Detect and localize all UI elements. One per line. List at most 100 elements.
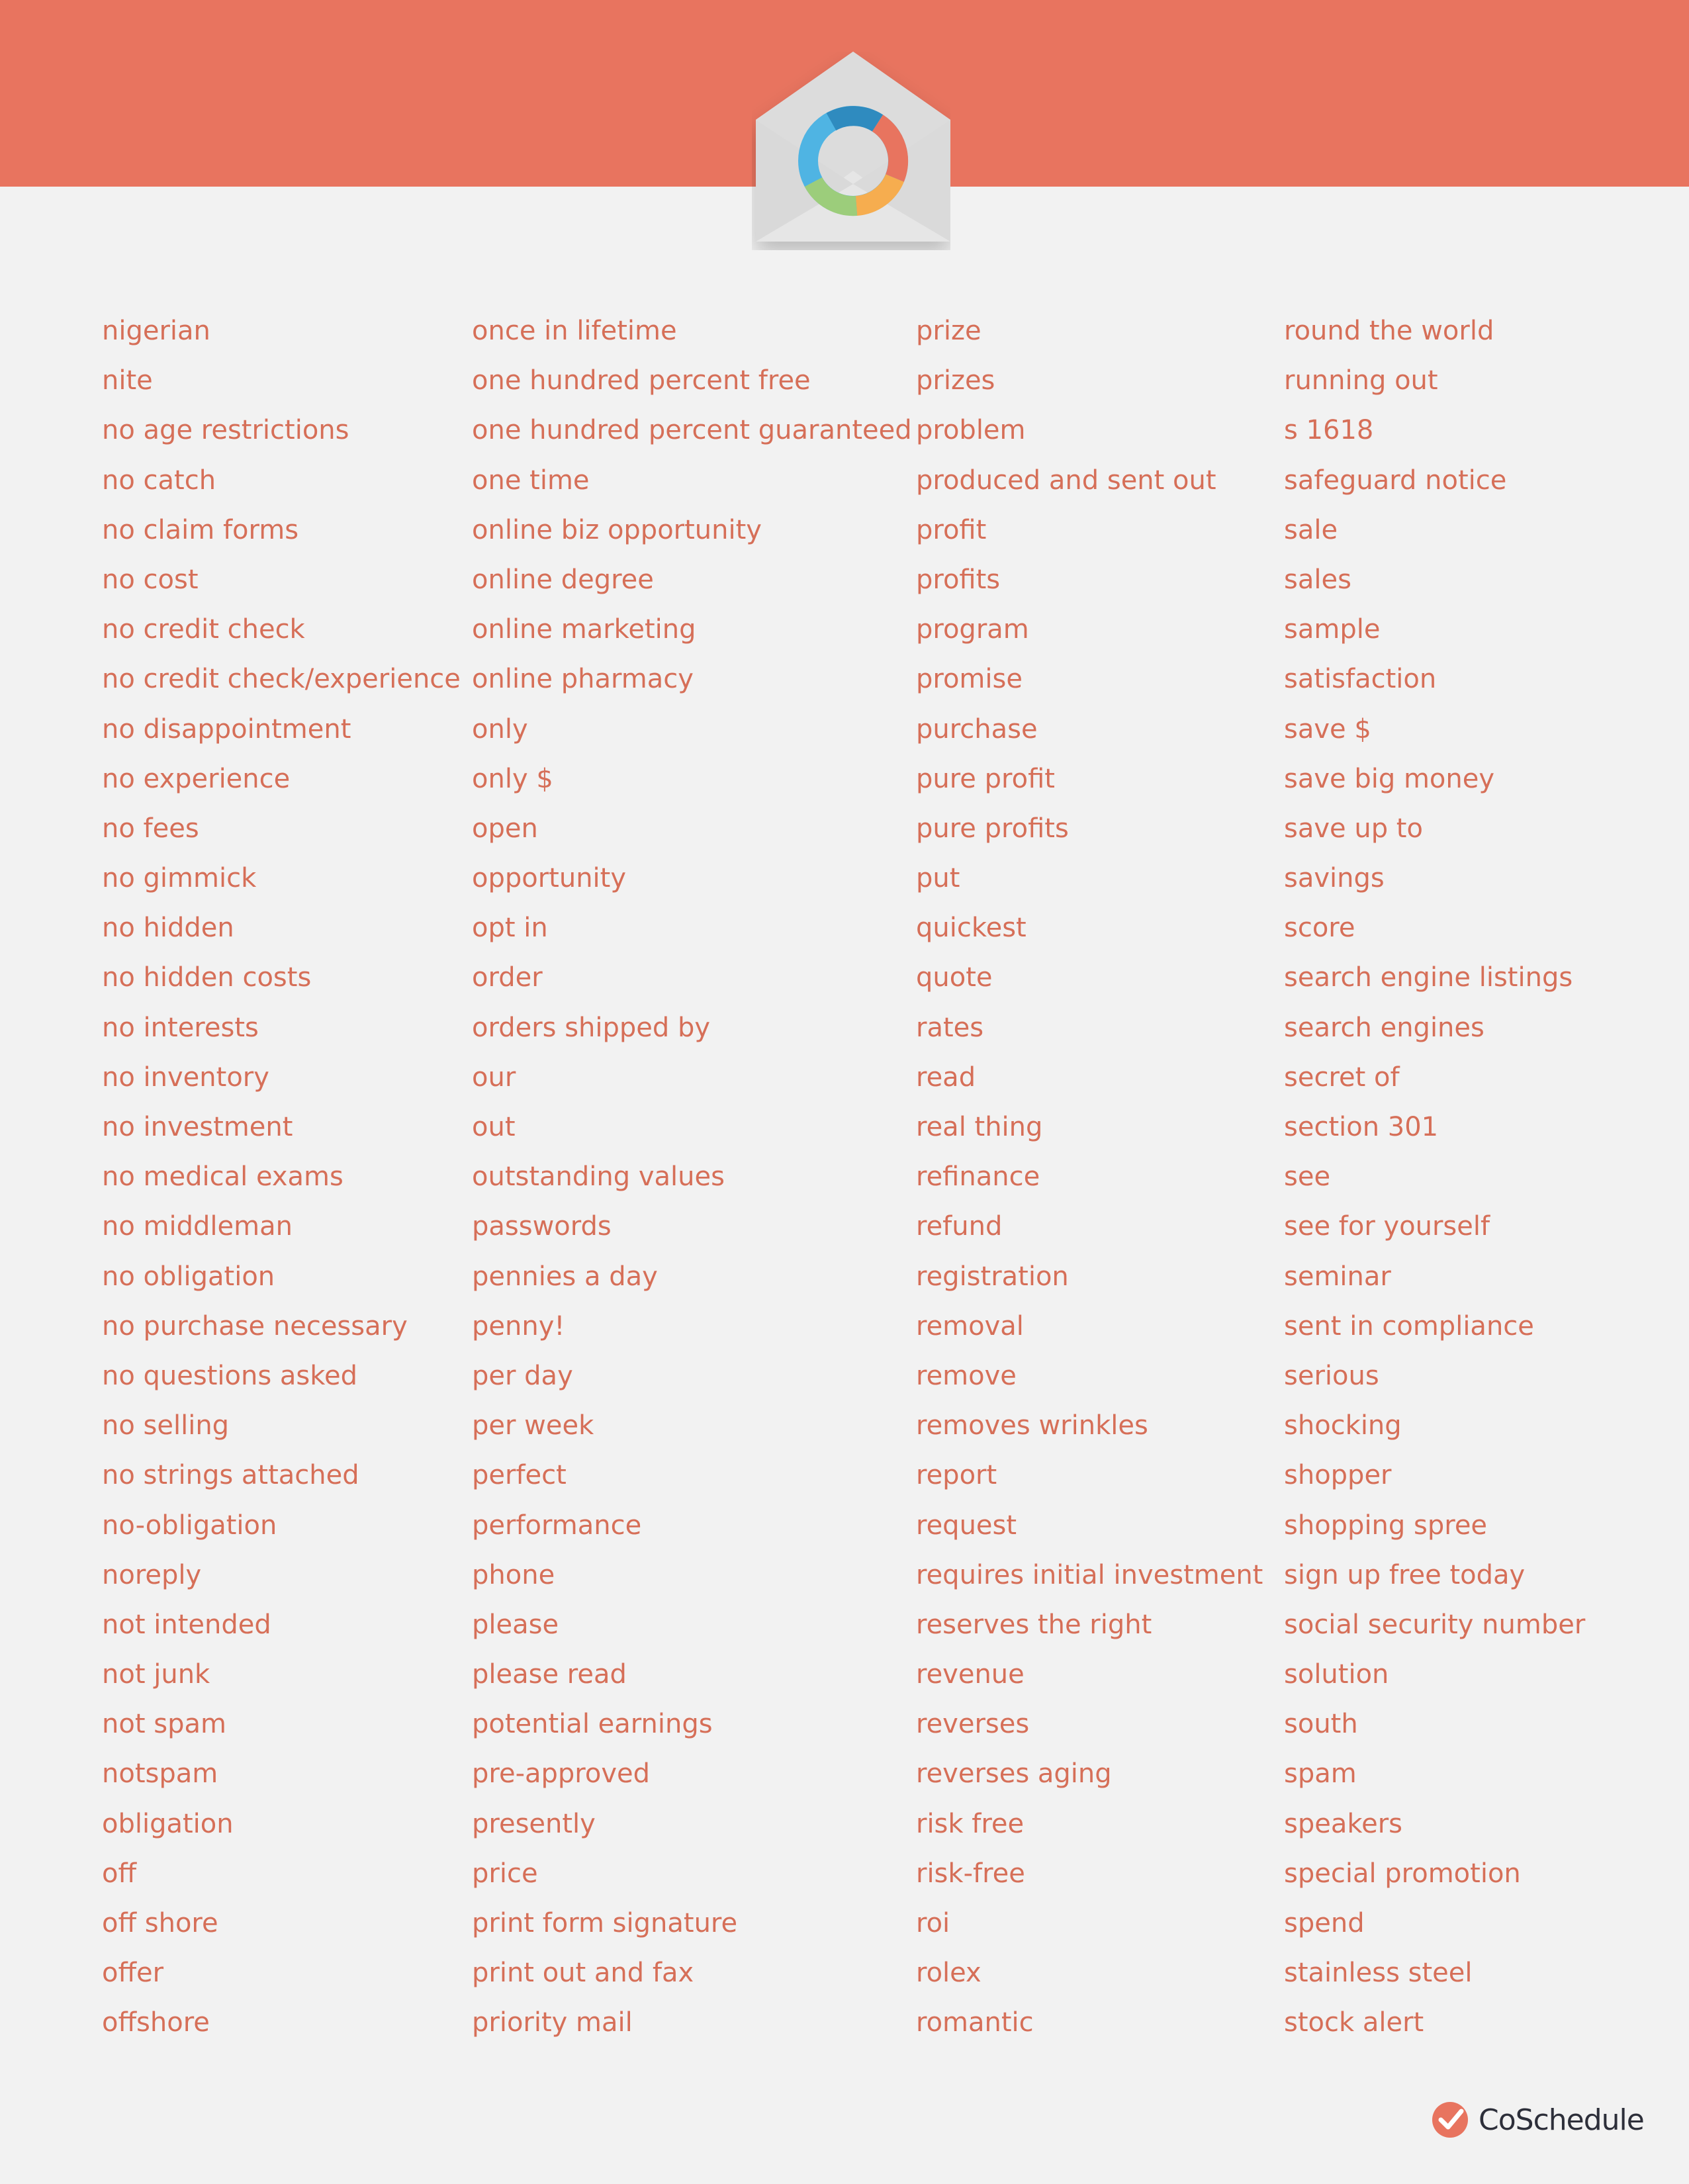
- spam-word: no purchase necessary: [102, 1310, 408, 1342]
- spam-word: not junk: [102, 1659, 210, 1690]
- spam-word: one hundred percent guaranteed: [472, 415, 912, 446]
- spam-word: sample: [1284, 614, 1381, 645]
- spam-word: online degree: [472, 564, 654, 595]
- spam-word: stock alert: [1284, 2007, 1424, 2038]
- spam-word: online marketing: [472, 614, 696, 645]
- spam-word: no investment: [102, 1112, 293, 1142]
- spam-word: price: [472, 1858, 538, 1889]
- spam-word: no experience: [102, 763, 291, 794]
- spam-word: profits: [916, 564, 1001, 595]
- spam-word: spend: [1284, 1908, 1365, 1938]
- spam-word: offshore: [102, 2007, 210, 2038]
- spam-word: no credit check: [102, 614, 305, 645]
- spam-word: passwords: [472, 1211, 612, 1242]
- spam-word: off shore: [102, 1908, 218, 1938]
- spam-word: pure profit: [916, 763, 1055, 794]
- spam-word: shopper: [1284, 1460, 1392, 1491]
- spam-word: speakers: [1284, 1808, 1402, 1839]
- spam-word: running out: [1284, 365, 1438, 396]
- spam-word: quickest: [916, 913, 1027, 944]
- spam-word: nigerian: [102, 316, 210, 346]
- spam-word: open: [472, 813, 538, 844]
- spam-word: satisfaction: [1284, 664, 1437, 695]
- spam-word: outstanding values: [472, 1161, 725, 1193]
- spam-word: perfect: [472, 1460, 567, 1491]
- spam-word: online biz opportunity: [472, 514, 762, 545]
- spam-word: no obligation: [102, 1261, 275, 1292]
- spam-word: no hidden costs: [102, 962, 312, 993]
- brand-logo: CoSchedule: [1430, 2098, 1645, 2142]
- spam-word: no interests: [102, 1012, 259, 1043]
- spam-word: no strings attached: [102, 1460, 359, 1491]
- spam-word: reserves the right: [916, 1609, 1152, 1640]
- spam-word: read: [916, 1062, 976, 1093]
- spam-word: round the world: [1284, 316, 1494, 346]
- spam-word: problem: [916, 415, 1026, 446]
- spam-word: revenue: [916, 1659, 1025, 1690]
- spam-word: offer: [102, 1958, 164, 1989]
- spam-word: only $: [472, 763, 553, 794]
- spam-word: see for yourself: [1284, 1211, 1490, 1242]
- spam-word: nite: [102, 365, 153, 396]
- spam-word: no hidden: [102, 913, 234, 944]
- spam-word: order: [472, 962, 543, 993]
- spam-words-column-2: once in lifetime one hundred percent free…: [472, 306, 912, 2048]
- spam-word: search engine listings: [1284, 962, 1573, 993]
- spam-word: no fees: [102, 813, 199, 844]
- spam-word: roi: [916, 1908, 950, 1938]
- spam-word: no questions asked: [102, 1360, 357, 1391]
- spam-word: promise: [916, 664, 1023, 695]
- spam-word: no claim forms: [102, 514, 299, 545]
- spam-word: only: [472, 713, 528, 745]
- spam-word: shopping spree: [1284, 1510, 1488, 1541]
- spam-word: social security number: [1284, 1609, 1586, 1640]
- spam-word: no catch: [102, 465, 216, 496]
- spam-word: no inventory: [102, 1062, 269, 1093]
- spam-word: see: [1284, 1161, 1331, 1193]
- spam-word: rates: [916, 1012, 984, 1043]
- spam-word: report: [916, 1460, 997, 1491]
- spam-word: our: [472, 1062, 516, 1093]
- spam-word: registration: [916, 1261, 1069, 1292]
- spam-word: presently: [472, 1808, 596, 1839]
- spam-word: sales: [1284, 564, 1351, 595]
- spam-word: no age restrictions: [102, 415, 349, 446]
- spam-word: save up to: [1284, 813, 1423, 844]
- spam-word: no credit check/experience: [102, 664, 461, 695]
- spam-word: sign up free today: [1284, 1559, 1526, 1590]
- spam-word: noreply: [102, 1559, 202, 1590]
- spam-word: not intended: [102, 1609, 271, 1640]
- spam-word: purchase: [916, 713, 1038, 745]
- spam-words-column-1: nigerian nite no age restrictions no catch n…: [102, 306, 461, 2048]
- spam-word: profit: [916, 514, 987, 545]
- spam-word: search engines: [1284, 1012, 1484, 1043]
- spam-word: requires initial investment: [916, 1559, 1263, 1590]
- spam-word: out: [472, 1112, 516, 1142]
- spam-word: opt in: [472, 913, 548, 944]
- spam-word: please read: [472, 1659, 627, 1690]
- brand-name: CoSchedule: [1479, 2103, 1645, 2137]
- spam-word: print out and fax: [472, 1958, 694, 1989]
- spam-word: refinance: [916, 1161, 1040, 1193]
- spam-words-column-4: round the world running out s 1618 safeguar…: [1284, 306, 1585, 2048]
- spam-word: south: [1284, 1709, 1358, 1740]
- spam-word: no disappointment: [102, 713, 351, 745]
- spam-word: reverses aging: [916, 1758, 1112, 1790]
- spam-word: put: [916, 863, 960, 894]
- spam-word: reverses: [916, 1709, 1030, 1740]
- spam-word: priority mail: [472, 2007, 633, 2038]
- spam-word: stainless steel: [1284, 1958, 1473, 1989]
- spam-word: sale: [1284, 514, 1338, 545]
- spam-word: notspam: [102, 1758, 218, 1790]
- spam-word: opportunity: [472, 863, 627, 894]
- spam-word: orders shipped by: [472, 1012, 711, 1043]
- spam-word: request: [916, 1510, 1017, 1541]
- spam-word: not spam: [102, 1709, 226, 1740]
- spam-word: savings: [1284, 863, 1385, 894]
- spam-word: removal: [916, 1310, 1024, 1342]
- spam-word: no cost: [102, 564, 199, 595]
- spam-word: risk-free: [916, 1858, 1025, 1889]
- spam-word: produced and sent out: [916, 465, 1216, 496]
- spam-word: no-obligation: [102, 1510, 277, 1541]
- spam-word: save big money: [1284, 763, 1495, 794]
